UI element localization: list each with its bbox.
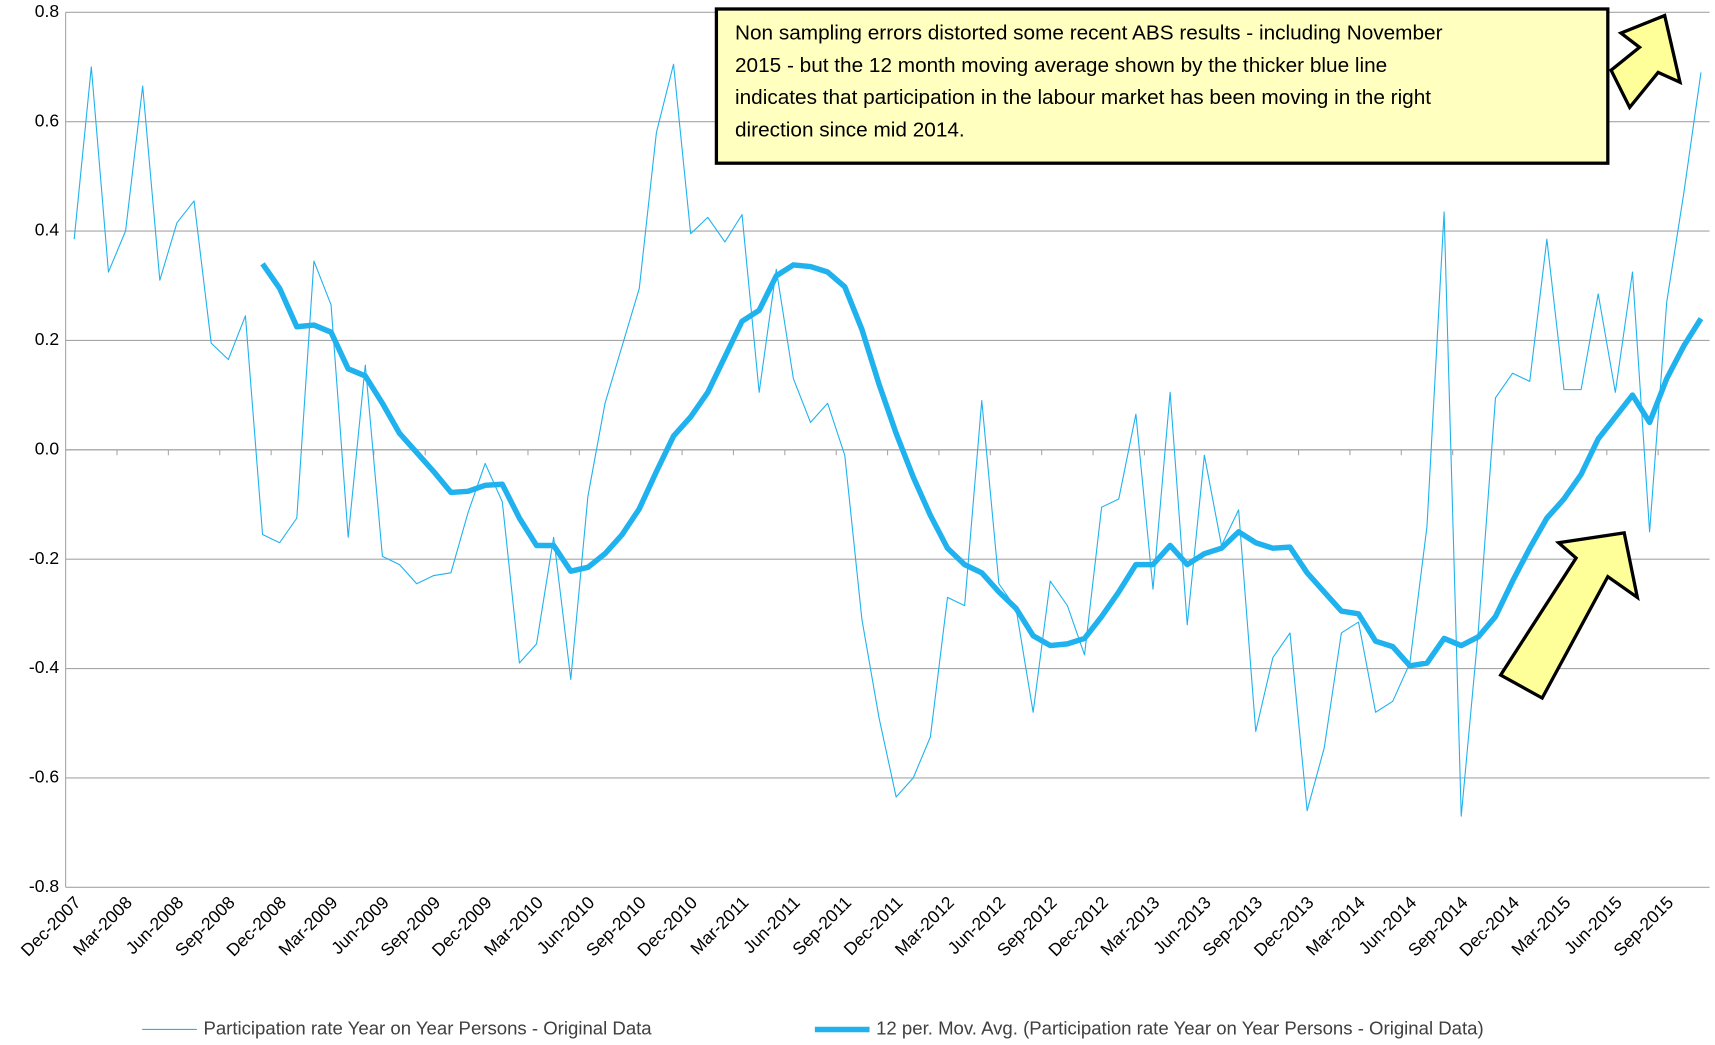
y-tick-label: 0.8 xyxy=(35,1,59,21)
annotation-line: 2015 - but the 12 month moving average s… xyxy=(735,54,1387,77)
line-series xyxy=(73,63,1702,817)
arrow xyxy=(1498,531,1640,701)
legend: Participation rate Year on Year Persons … xyxy=(142,1017,1484,1038)
line-series xyxy=(260,262,1704,669)
annotation: Non sampling errors distorted some recen… xyxy=(735,22,1443,142)
y-tick-label: 0.4 xyxy=(35,220,60,240)
y-tick-label: -0.6 xyxy=(29,767,59,787)
plot-area xyxy=(73,63,1704,817)
annotation-line: Non sampling errors distorted some recen… xyxy=(735,22,1443,45)
y-tick-label: 0.6 xyxy=(35,110,59,130)
y-tick-label: 0.0 xyxy=(35,438,60,458)
y-tick-label: -0.8 xyxy=(29,876,59,896)
y-tick-label: -0.4 xyxy=(29,657,59,677)
annotation-line: indicates that participation in the labo… xyxy=(735,86,1431,109)
legend-label: 12 per. Mov. Avg. (Participation rate Ye… xyxy=(876,1017,1484,1038)
y-tick-label: -0.2 xyxy=(29,548,59,568)
y-tick-label: 0.2 xyxy=(35,329,59,349)
arrow xyxy=(1609,13,1683,111)
legend-label: Participation rate Year on Year Persons … xyxy=(203,1017,652,1038)
annotation-line: direction since mid 2014. xyxy=(735,118,965,141)
annotation-box xyxy=(714,7,1610,165)
